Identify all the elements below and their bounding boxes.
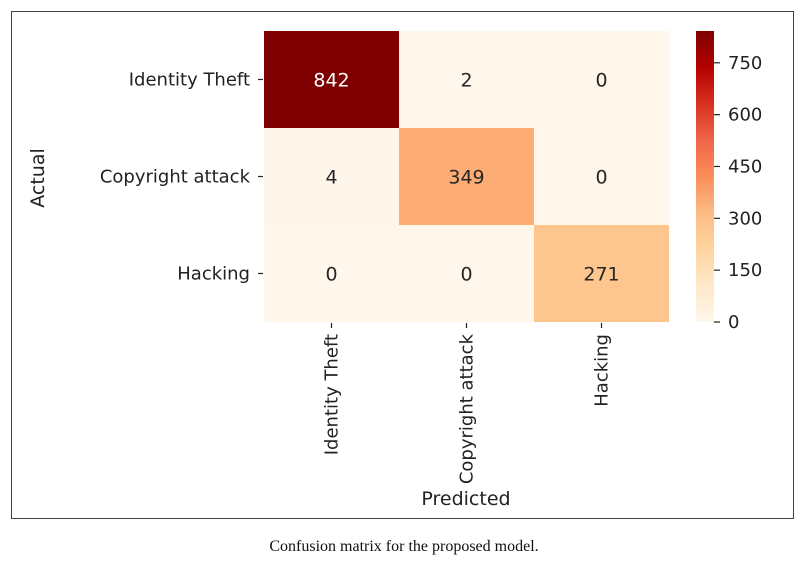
heatmap-cell [264,225,399,322]
cell-value-label: 842 [313,70,349,92]
figure-caption: Confusion matrix for the proposed model. [269,538,539,555]
y-axis-ticks: Identity Theft Copyright attack Hacking [100,70,263,285]
heatmap-cell [399,31,534,128]
y-tick-label: Identity Theft [129,70,250,91]
heatmap-cell [264,128,399,225]
heatmap-cell [399,128,534,225]
heatmap-cells [264,31,669,322]
heatmap-cell [534,31,669,128]
heatmap-cell [534,128,669,225]
x-axis-ticks: Identity Theft Copyright attack Hacking [322,323,613,484]
colorbar [696,31,714,322]
y-tick-label: Hacking [177,264,250,285]
colorbar-tick-label: 150 [728,260,762,281]
colorbar-ticks: 0 150 300 450 600 750 [714,53,762,333]
x-tick-label: Identity Theft [322,334,343,455]
x-tick-label: Copyright attack [457,333,478,484]
cell-value-label: 271 [583,264,619,286]
colorbar-tick-label: 750 [728,53,762,74]
heatmap-cell [534,225,669,322]
x-axis-title: Predicted [421,488,510,510]
cell-value-label: 0 [325,264,337,286]
cell-value-label: 0 [460,264,472,286]
cell-value-label: 2 [460,70,472,92]
colorbar-tick-label: 0 [728,312,739,333]
x-tick-label: Hacking [592,334,613,407]
heatmap-cell-labels: 842 2 0 4 349 0 0 0 271 [313,70,619,286]
y-axis-title: Actual [27,148,49,208]
cell-value-label: 0 [595,70,607,92]
heatmap-cell [264,31,399,128]
cell-value-label: 349 [448,167,484,189]
y-tick-label: Copyright attack [100,167,251,188]
cell-value-label: 4 [325,167,337,189]
colorbar-tick-label: 300 [728,208,762,229]
cell-value-label: 0 [595,167,607,189]
colorbar-tick-label: 600 [728,105,762,126]
colorbar-tick-label: 450 [728,156,762,177]
heatmap-cell [399,225,534,322]
